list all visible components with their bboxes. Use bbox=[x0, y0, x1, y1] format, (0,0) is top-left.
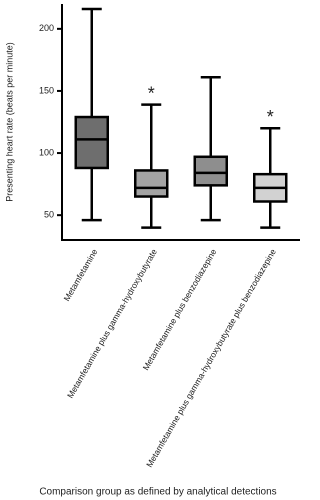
y-tick-label: 200 bbox=[39, 23, 54, 33]
x-axis-title: Comparison group as defined by analytica… bbox=[39, 487, 276, 498]
box bbox=[134, 169, 169, 198]
annotation: * bbox=[148, 83, 155, 103]
y-tick-label: 100 bbox=[39, 147, 54, 157]
x-tick-label: Metamfetamine plus gamma-hydroxybutyrate… bbox=[144, 247, 278, 469]
y-axis-title: Presenting heart rate (beats per minute) bbox=[4, 42, 14, 202]
y-tick-label: 50 bbox=[44, 210, 54, 220]
annotation: * bbox=[267, 107, 274, 127]
box bbox=[74, 115, 109, 170]
y-tick-label: 150 bbox=[39, 85, 54, 95]
box bbox=[193, 155, 228, 187]
x-tick-label: Metamfetamine bbox=[61, 247, 99, 303]
